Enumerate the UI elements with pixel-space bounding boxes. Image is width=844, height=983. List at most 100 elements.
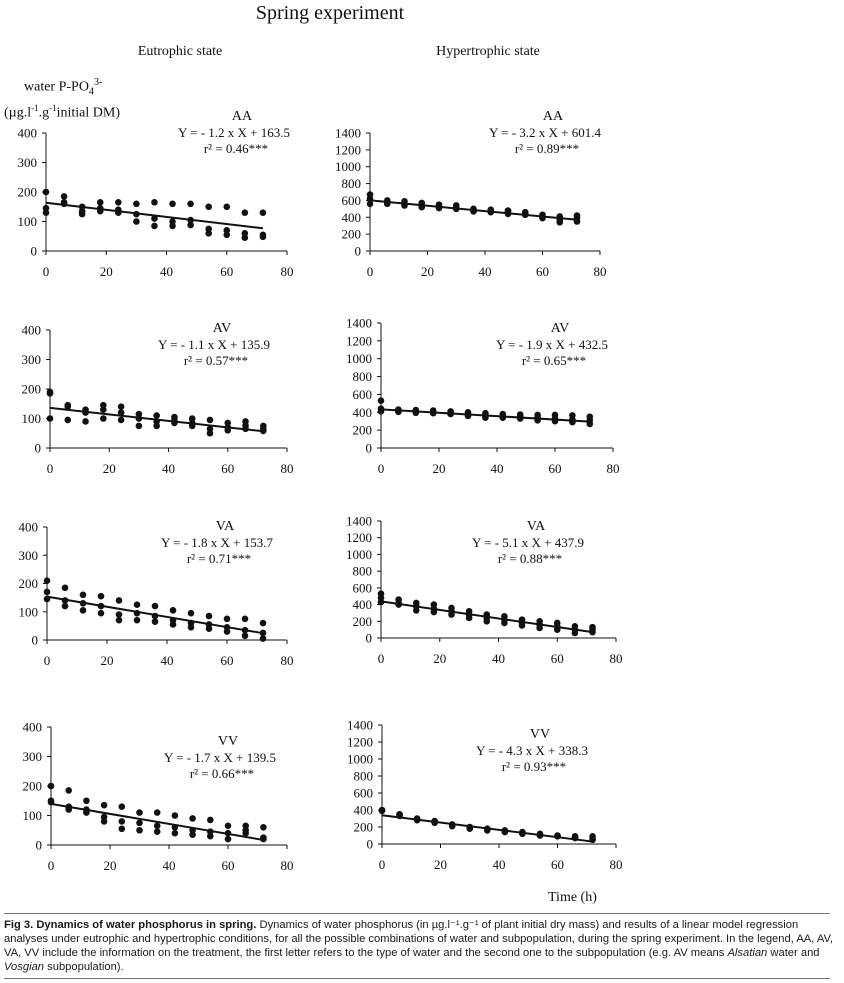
data-point bbox=[483, 617, 491, 625]
y-tick-label: 0 bbox=[355, 244, 362, 259]
data-point bbox=[78, 210, 86, 218]
x-tick-label: 80 bbox=[610, 857, 623, 872]
data-point bbox=[259, 619, 267, 627]
regression-line bbox=[50, 802, 264, 841]
data-point bbox=[465, 614, 473, 622]
x-tick-label: 0 bbox=[378, 461, 385, 476]
data-point bbox=[589, 628, 596, 636]
x-tick-label: 80 bbox=[281, 653, 294, 668]
y-tick-label: 0 bbox=[367, 837, 374, 852]
data-point bbox=[96, 199, 104, 206]
regression-equation: Y = - 4.3 x X + 338.3 bbox=[476, 743, 588, 758]
data-point bbox=[169, 607, 177, 614]
x-tick-label: 80 bbox=[281, 264, 294, 279]
x-tick-label: 20 bbox=[101, 653, 114, 668]
data-point bbox=[430, 608, 438, 616]
y-axis-label-subscript: 4 bbox=[88, 86, 94, 98]
column-title-hypertrophic: Hypertrophic state bbox=[436, 44, 540, 59]
y-tick-label: 200 bbox=[19, 576, 39, 591]
y-tick-label: 800 bbox=[354, 769, 374, 784]
data-point bbox=[223, 615, 231, 623]
data-point bbox=[207, 816, 214, 824]
data-point bbox=[97, 609, 105, 617]
caption-text-2: water and bbox=[767, 947, 820, 959]
x-tick-label: 0 bbox=[48, 858, 55, 873]
y-tick-label: 1400 bbox=[346, 316, 372, 331]
data-point bbox=[115, 597, 123, 604]
x-tick-label: 0 bbox=[379, 857, 386, 872]
data-point bbox=[412, 607, 420, 614]
x-tick-label: 20 bbox=[103, 461, 116, 476]
y-tick-label: 1200 bbox=[346, 333, 372, 348]
data-point bbox=[133, 218, 140, 225]
figure-caption: Fig 3. Dynamics of water phosphorus in s… bbox=[4, 918, 836, 974]
data-point bbox=[259, 233, 267, 241]
data-point bbox=[518, 622, 526, 629]
data-point bbox=[151, 602, 159, 610]
y-tick-label: 400 bbox=[353, 405, 373, 420]
y-tick-label: 400 bbox=[19, 520, 39, 535]
x-tick-label: 40 bbox=[163, 858, 176, 873]
data-point bbox=[117, 403, 125, 411]
data-point bbox=[153, 412, 160, 419]
x-tick-label: 80 bbox=[594, 264, 607, 279]
data-point bbox=[187, 623, 195, 631]
figure-title: Spring experiment bbox=[255, 2, 405, 24]
data-point bbox=[117, 409, 125, 416]
data-point bbox=[223, 628, 231, 635]
x-tick-label: 0 bbox=[47, 461, 54, 476]
panel-label: AV bbox=[213, 321, 231, 336]
caption-italic-alsatian: Alsatian bbox=[727, 947, 768, 959]
data-point bbox=[115, 199, 122, 206]
y-tick-label: 400 bbox=[342, 210, 362, 225]
y-tick-label: 1000 bbox=[346, 547, 372, 562]
column-title-eutrophic: Eutrophic state bbox=[137, 44, 223, 59]
data-point bbox=[135, 422, 143, 430]
y-tick-label: 600 bbox=[353, 580, 373, 595]
data-point bbox=[151, 222, 158, 230]
data-point bbox=[206, 429, 214, 437]
y-tick-label: 0 bbox=[366, 441, 373, 456]
y-tick-label: 1000 bbox=[335, 159, 361, 174]
x-tick-label: 20 bbox=[100, 264, 113, 279]
x-tick-label: 40 bbox=[493, 857, 506, 872]
y-tick-label: 100 bbox=[23, 808, 43, 823]
y-tick-label: 300 bbox=[23, 749, 43, 764]
data-point bbox=[136, 809, 143, 816]
data-point bbox=[241, 234, 249, 242]
data-point bbox=[151, 199, 158, 206]
x-tick-label: 80 bbox=[607, 461, 620, 476]
data-point bbox=[151, 215, 158, 222]
data-point bbox=[153, 822, 161, 830]
y-tick-label: 1400 bbox=[335, 126, 361, 141]
x-tick-label: 0 bbox=[43, 264, 50, 279]
panel-label: AV bbox=[551, 321, 569, 336]
y-tick-label: 400 bbox=[22, 323, 42, 338]
y-tick-label: 600 bbox=[353, 387, 373, 402]
data-point bbox=[47, 782, 55, 790]
x-tick-label: 0 bbox=[44, 653, 51, 668]
data-point bbox=[60, 193, 68, 200]
r-squared: r² = 0.88*** bbox=[498, 551, 562, 566]
data-point bbox=[115, 616, 123, 624]
data-point bbox=[501, 619, 508, 627]
data-point bbox=[97, 592, 105, 600]
x-tick-label: 20 bbox=[421, 264, 434, 279]
y-tick-label: 600 bbox=[342, 193, 362, 208]
y-tick-label: 200 bbox=[354, 820, 374, 835]
x-tick-label: 60 bbox=[549, 461, 562, 476]
y-axis-unit-sup1: -1 bbox=[31, 103, 39, 114]
data-point bbox=[151, 618, 159, 625]
data-point bbox=[536, 624, 543, 632]
regression-line bbox=[380, 408, 590, 423]
y-tick-label: 1200 bbox=[335, 142, 361, 157]
data-point bbox=[223, 231, 231, 239]
data-point bbox=[153, 828, 161, 836]
regression-equation: Y = - 1.8 x X + 153.7 bbox=[161, 535, 274, 550]
x-tick-label: 60 bbox=[536, 264, 549, 279]
data-point bbox=[46, 415, 54, 422]
y-tick-label: 1000 bbox=[347, 752, 373, 767]
y-tick-label: 1400 bbox=[347, 718, 373, 733]
x-tick-label: 40 bbox=[479, 264, 492, 279]
x-tick-label: 40 bbox=[492, 651, 505, 666]
